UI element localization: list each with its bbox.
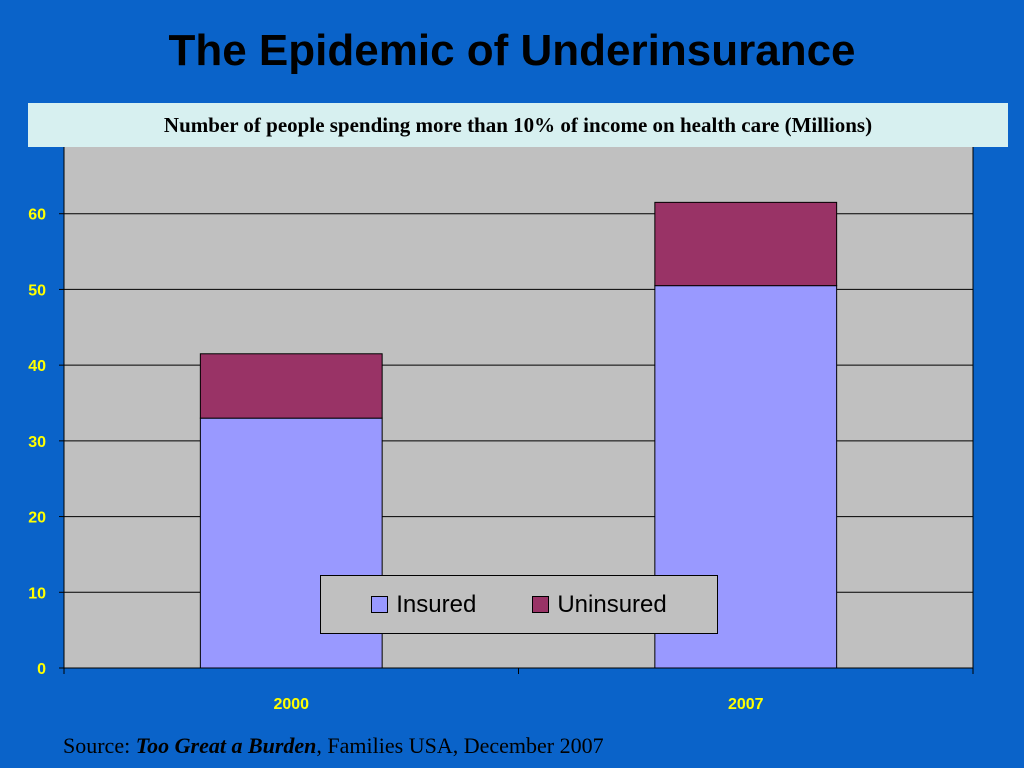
chart-legend: Insured Uninsured — [320, 575, 718, 634]
x-tick-label: 2000 — [273, 696, 309, 713]
x-tick-labels: 2000 2007 — [273, 696, 763, 713]
source-citation: Source: Too Great a Burden, Families USA… — [63, 733, 604, 759]
bar-uninsured-2007 — [654, 201, 838, 287]
slide-title: The Epidemic of Underinsurance — [168, 26, 856, 75]
chart-subtitle: Number of people spending more than 10% … — [163, 112, 873, 137]
source-prefix: Source: — [63, 733, 136, 758]
source-title: Too Great a Burden — [135, 733, 317, 758]
y-tick-label: 30 — [28, 434, 46, 451]
legend-item-insured: Insured — [371, 591, 476, 619]
y-tick-label: 60 — [28, 207, 46, 224]
y-tick-label: 10 — [28, 585, 46, 602]
bar-uninsured-2000 — [199, 353, 383, 419]
y-tick-label: 20 — [28, 510, 46, 527]
y-tick-label: 0 — [37, 661, 46, 678]
axes — [59, 213, 974, 674]
chart-subtitle-box: Number of people spending more than 10% … — [28, 103, 1008, 147]
x-tick-label: 2007 — [728, 696, 764, 713]
source-suffix: , Families USA, December 2007 — [316, 733, 604, 758]
legend-label-uninsured: Uninsured — [557, 590, 667, 618]
y-tick-labels: 0 10 20 30 40 50 60 — [28, 207, 46, 678]
legend-swatch-uninsured — [532, 596, 550, 613]
legend-item-uninsured: Uninsured — [532, 590, 667, 619]
y-tick-label: 50 — [28, 282, 46, 299]
legend-swatch-insured — [371, 596, 389, 613]
y-tick-label: 40 — [28, 358, 46, 375]
legend-label-insured: Insured — [396, 590, 477, 618]
